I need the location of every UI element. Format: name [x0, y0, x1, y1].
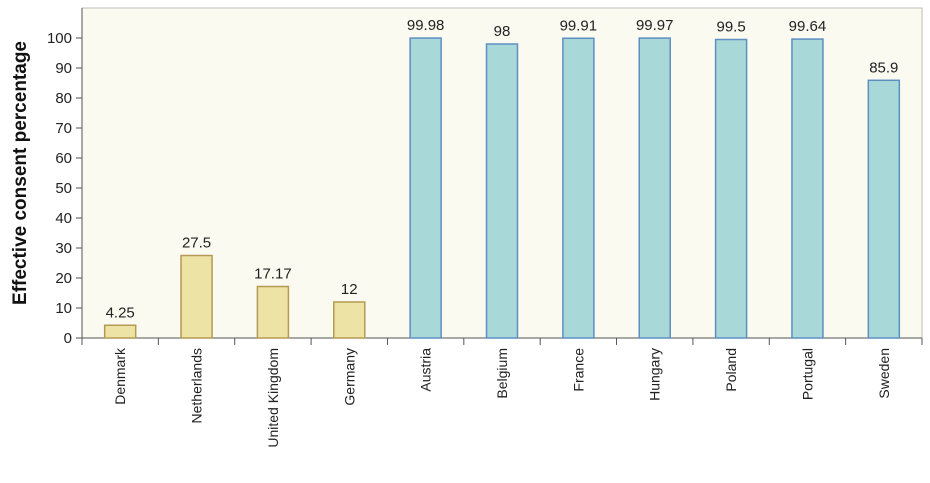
y-tick-label: 90	[55, 60, 72, 77]
x-tick-label: Belgium	[494, 348, 510, 399]
bar-sweden	[867, 79, 901, 339]
x-tick-label: Denmark	[112, 347, 128, 405]
bar-denmark	[103, 324, 137, 339]
data-label: 4.25	[106, 304, 135, 321]
bar-hungary	[638, 37, 671, 339]
y-tick-label: 40	[55, 210, 72, 227]
x-tick-label: Poland	[723, 348, 739, 392]
data-label: 85.9	[869, 59, 898, 76]
data-label: 99.5	[716, 19, 745, 36]
bar-poland	[714, 38, 748, 339]
data-label: 12	[341, 281, 358, 298]
y-tick-label: 70	[55, 120, 72, 137]
y-tick-label: 30	[55, 240, 72, 257]
y-tick-label: 60	[55, 150, 72, 167]
y-tick-label: 100	[47, 30, 72, 47]
bar-netherlands	[180, 254, 213, 339]
bars: 4.25 27.5 17.17 12 99.98 98 99.91 99.97 99.5 99.6…	[103, 17, 901, 339]
bar-france	[562, 37, 595, 339]
x-tick-label: United Kingdom	[265, 348, 281, 448]
bar-belgium	[485, 43, 519, 339]
y-tick-label: 80	[55, 90, 72, 107]
x-tick-label: Netherlands	[189, 348, 205, 424]
y-tick-label: 10	[55, 300, 72, 317]
bar-germany	[333, 301, 366, 339]
x-tick-label: Portugal	[799, 348, 815, 400]
x-tick-label: Germany	[341, 348, 357, 406]
bar-portugal	[791, 38, 824, 339]
y-axis-title: Effective consent percentage	[10, 41, 31, 305]
data-label: 99.64	[789, 18, 827, 35]
x-tick-label: Sweden	[876, 348, 892, 399]
x-axis: Denmark Netherlands United Kingdom Germany A…	[81, 337, 923, 448]
y-tick-label: 20	[55, 270, 72, 287]
data-label: 99.97	[636, 17, 674, 34]
data-label: 17.17	[254, 265, 292, 282]
data-label: 27.5	[182, 235, 211, 252]
bar-austria	[409, 37, 442, 339]
bar-united-kingdom	[256, 285, 290, 339]
x-tick-label: Hungary	[647, 348, 663, 401]
data-label: 99.98	[407, 17, 445, 34]
y-tick-label: 0	[64, 330, 72, 347]
x-tick-label: Austria	[418, 348, 434, 392]
data-label: 99.91	[560, 17, 598, 34]
y-axis: 0 10 20 30 40 50 60 70 80 90 100	[47, 8, 83, 347]
y-tick-label: 50	[55, 180, 72, 197]
data-label: 98	[494, 23, 511, 40]
x-tick-label: France	[570, 348, 586, 392]
